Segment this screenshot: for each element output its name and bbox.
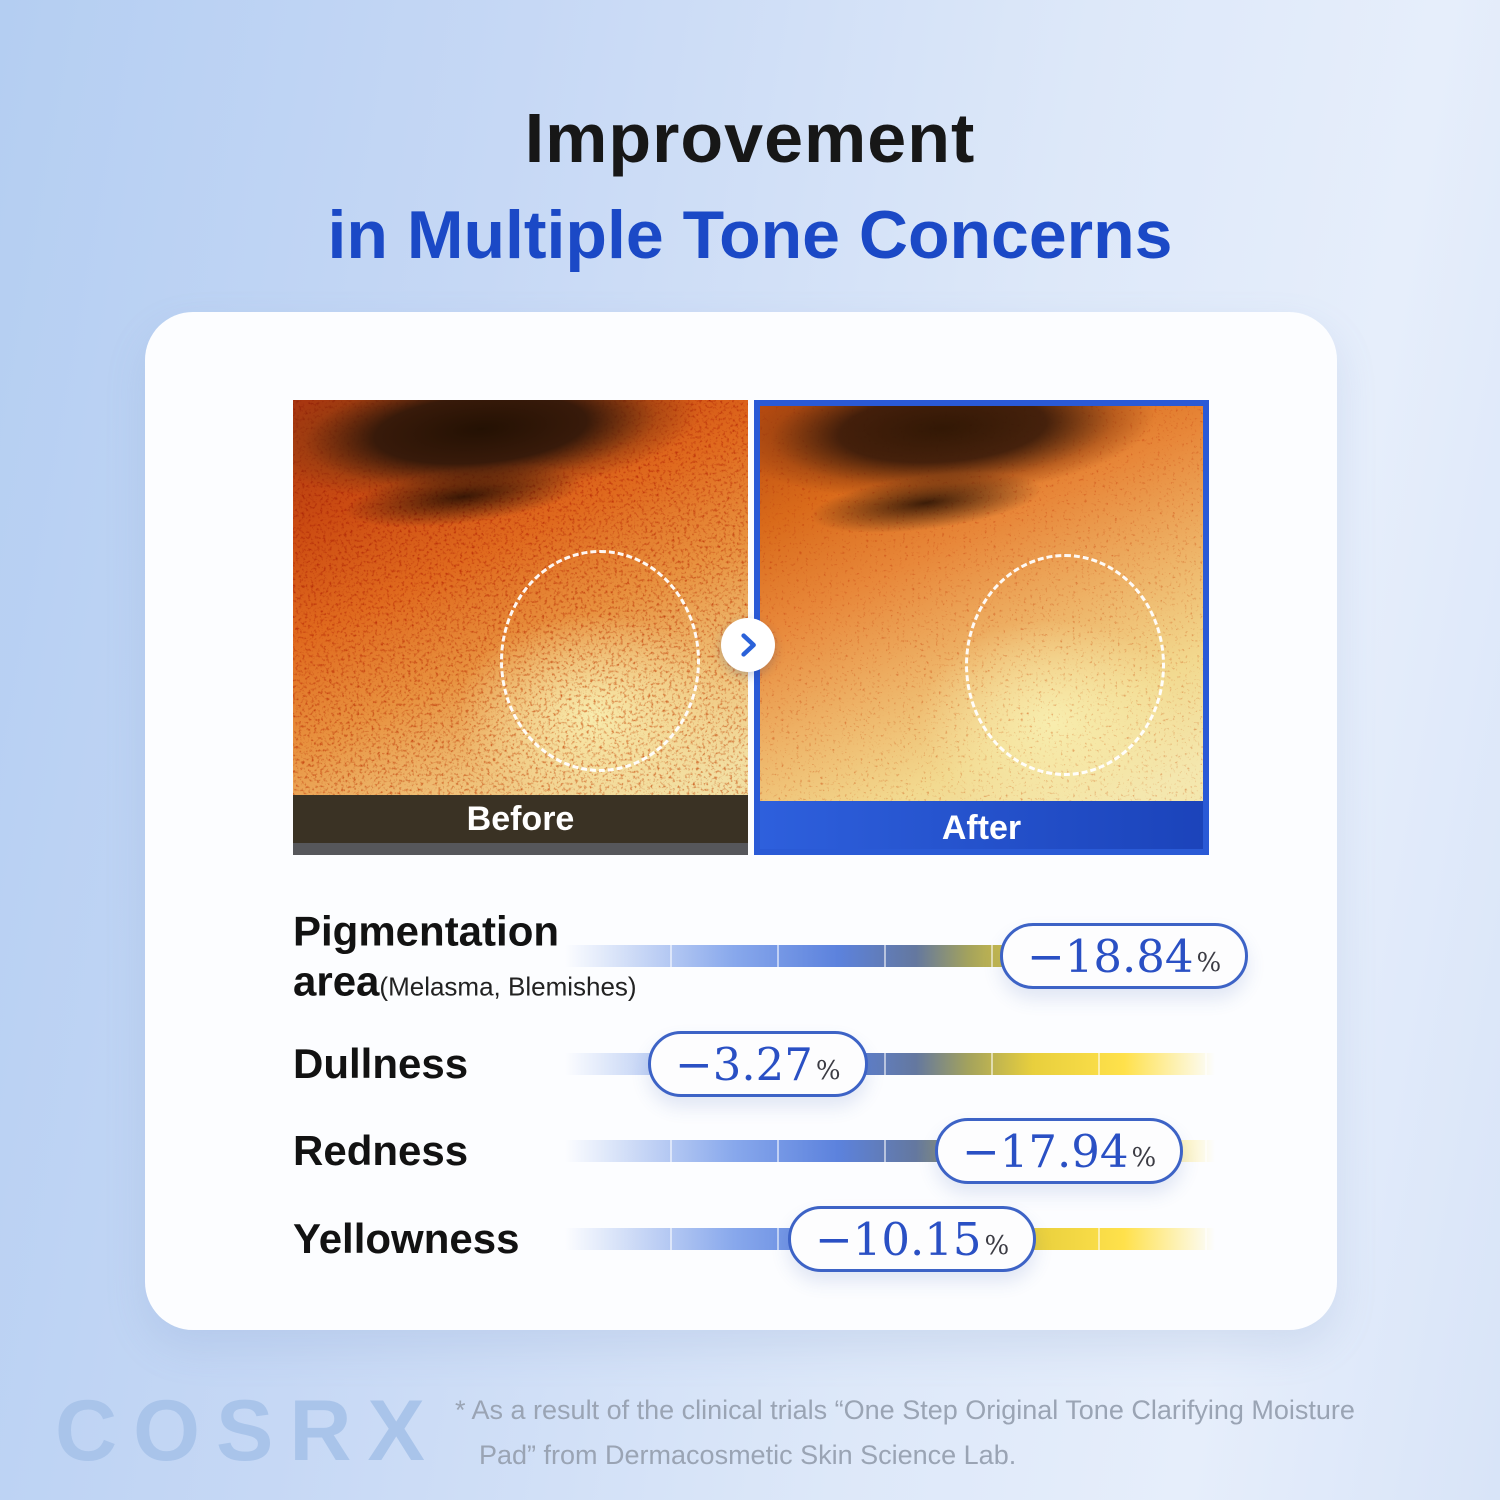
stat-value: −10.15 <box>815 1212 982 1266</box>
stat-unit: % <box>815 1056 841 1086</box>
stat-label: Redness <box>293 1127 469 1175</box>
page-title-line2: in Multiple Tone Concerns <box>327 197 1173 273</box>
page-title-line1: Improvement <box>524 99 976 177</box>
focus-area-circle <box>500 550 700 772</box>
value-pill: −3.27 % <box>648 1031 868 1097</box>
footnote-line1: * As a result of the clinical trials “On… <box>455 1395 1355 1425</box>
stat-unit: % <box>984 1231 1010 1261</box>
before-after-comparison: Before After <box>293 400 1209 855</box>
before-to-after-arrow <box>721 618 775 672</box>
stat-unit: % <box>1131 1143 1157 1173</box>
content-card: Before After Pigmentation area(Melasma, … <box>145 312 1337 1330</box>
stat-label: Pigmentation area(Melasma, Blemishes) <box>293 907 637 1004</box>
stat-value: −3.27 <box>675 1037 813 1091</box>
before-skin-photo <box>293 400 748 795</box>
before-image-panel: Before <box>293 400 748 855</box>
value-pill: −18.84 % <box>1000 923 1249 989</box>
stat-value: −18.84 <box>1027 929 1194 983</box>
stat-label: Dullness <box>293 1040 469 1088</box>
before-label-bar: Before <box>293 795 748 843</box>
cosrx-logo: COSRX <box>55 1383 441 1479</box>
chevron-right-icon <box>741 633 756 657</box>
value-pill: −10.15 % <box>788 1206 1037 1272</box>
after-image-panel: After <box>754 400 1209 855</box>
before-bottom-strip <box>293 843 748 855</box>
stat-label-note: (Melasma, Blemishes) <box>379 971 637 1001</box>
stat-label: Yellowness <box>293 1215 520 1263</box>
clinical-trial-footnote: * As a result of the clinical trials “On… <box>455 1388 1355 1477</box>
stat-value: −17.94 <box>962 1124 1129 1178</box>
stat-unit: % <box>1196 948 1222 978</box>
after-label-bar: After <box>760 801 1203 849</box>
focus-area-circle <box>965 554 1165 776</box>
after-skin-photo <box>760 406 1203 801</box>
footnote-line2: Pad” from Dermacosmetic Skin Science Lab… <box>479 1439 1017 1470</box>
value-pill: −17.94 % <box>935 1118 1184 1184</box>
